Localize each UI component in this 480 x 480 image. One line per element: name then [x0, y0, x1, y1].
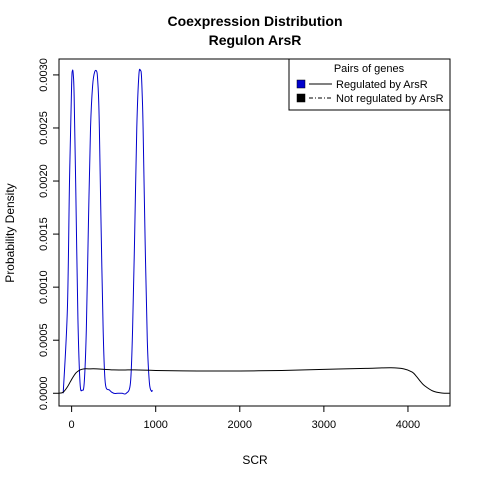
- chart-subtitle: Regulon ArsR: [209, 32, 302, 48]
- y-tick-label: 0.0030: [38, 58, 50, 92]
- series-line-regulated: [62, 68, 153, 395]
- y-tick-label: 0.0025: [38, 111, 50, 145]
- series-line-not-regulated: [59, 367, 450, 394]
- x-tick-label: 4000: [396, 419, 420, 431]
- legend-swatch-not-regulated: [296, 93, 306, 103]
- legend-label-not-regulated: Not regulated by ArsR: [336, 93, 444, 105]
- plot-area-border: [58, 58, 451, 407]
- y-tick-label: 0.0005: [38, 323, 50, 357]
- legend: Pairs of genes Regulated by ArsR Not reg…: [288, 58, 451, 111]
- x-tick-label: 2000: [228, 419, 252, 431]
- x-tick-label: 3000: [312, 419, 336, 431]
- y-axis-label: Probability Density: [3, 183, 17, 282]
- legend-label-regulated: Regulated by ArsR: [336, 79, 428, 91]
- legend-swatch-regulated: [296, 79, 306, 89]
- y-tick-label: 0.0020: [38, 164, 50, 198]
- y-tick-label: 0.0000: [38, 376, 50, 410]
- x-axis-label: SCR: [242, 453, 268, 467]
- legend-title: Pairs of genes: [334, 63, 405, 75]
- y-tick-label: 0.0015: [38, 217, 50, 251]
- y-tick-label: 0.0010: [38, 270, 50, 304]
- x-tick-label: 1000: [143, 419, 167, 431]
- x-tick-label: 0: [69, 419, 75, 431]
- chart-title: Coexpression Distribution: [167, 13, 342, 29]
